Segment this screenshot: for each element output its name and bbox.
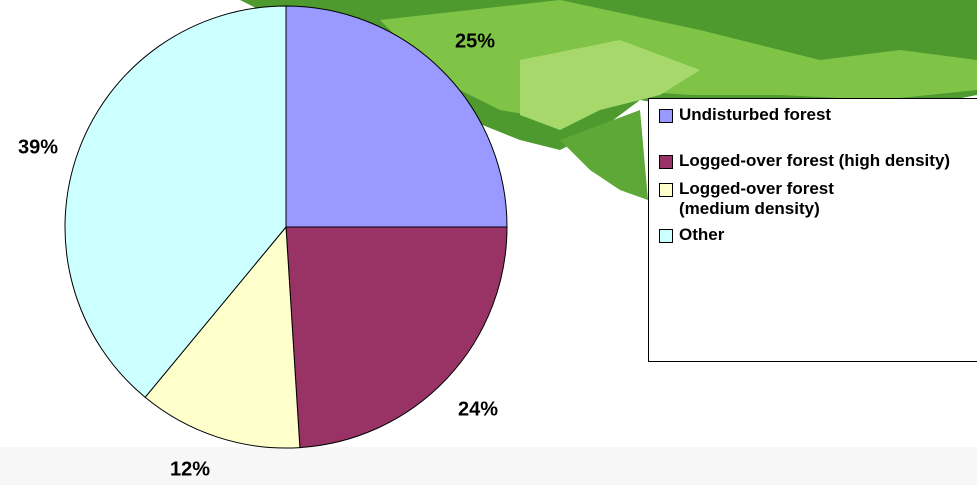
legend-item: Logged-over forest (high density) <box>659 151 959 171</box>
page: 25% 24% 12% 39% Undisturbed forest Logged-ov… <box>0 0 977 485</box>
data-label: 24% <box>458 398 498 420</box>
data-label: 12% <box>170 458 210 480</box>
data-label: 39% <box>18 136 58 158</box>
legend: Undisturbed forest Logged-over forest (hi… <box>648 98 977 362</box>
legend-label: Logged-over forest (medium density) <box>679 179 879 219</box>
legend-item: Other <box>659 225 959 245</box>
legend-swatch <box>659 155 673 169</box>
legend-swatch <box>659 229 673 243</box>
legend-item: Undisturbed forest <box>659 105 959 125</box>
legend-label: Undisturbed forest <box>679 105 831 125</box>
legend-label: Logged-over forest (high density) <box>679 151 950 171</box>
legend-swatch <box>659 109 673 123</box>
legend-item: Logged-over forest (medium density) <box>659 179 959 219</box>
legend-swatch <box>659 183 673 197</box>
legend-label: Other <box>679 225 724 245</box>
data-label: 25% <box>455 30 495 52</box>
